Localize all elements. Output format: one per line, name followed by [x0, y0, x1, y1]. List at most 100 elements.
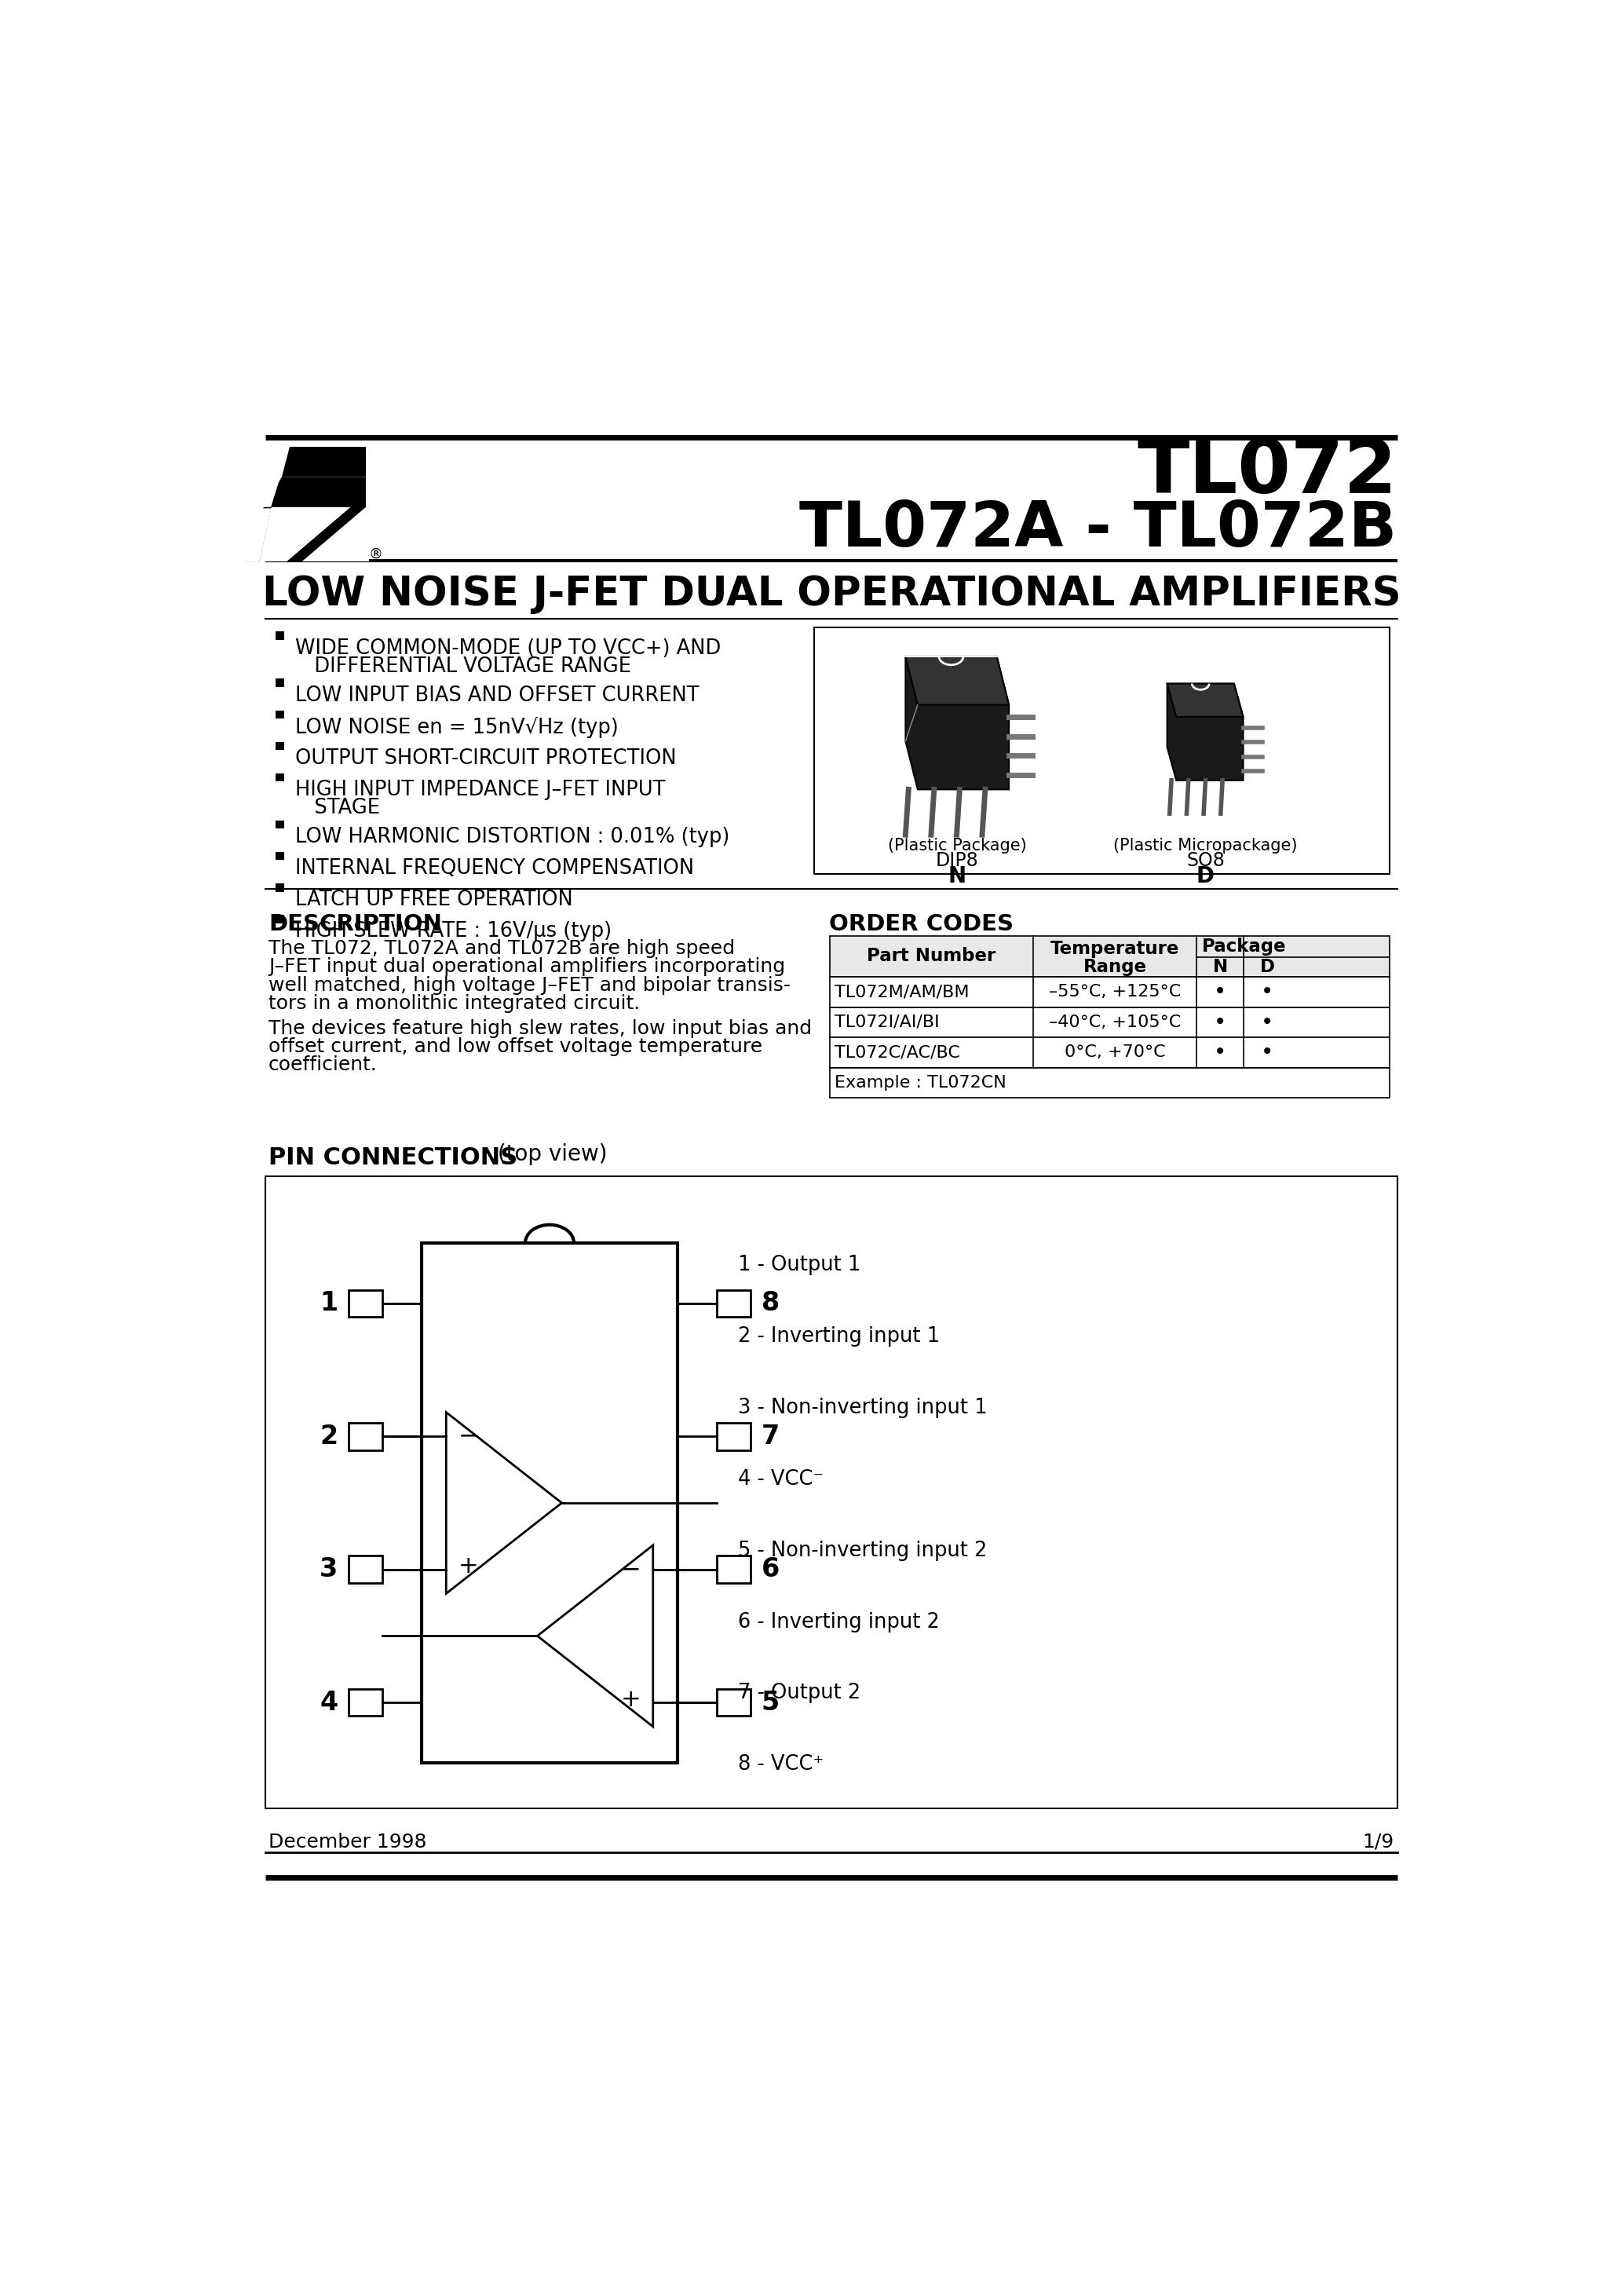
Text: LOW NOISE J-FET DUAL OPERATIONAL AMPLIFIERS: LOW NOISE J-FET DUAL OPERATIONAL AMPLIFI… [261, 574, 1401, 615]
Text: (Plastic Package): (Plastic Package) [887, 838, 1027, 854]
Bar [717, 1557, 751, 1582]
Text: Package: Package [1202, 937, 1286, 955]
Bar [829, 1068, 1388, 1097]
Text: D: D [1260, 957, 1275, 976]
Text: 5: 5 [761, 1690, 780, 1715]
Bar [349, 1557, 383, 1582]
Text: 5 - Non-inverting input 2: 5 - Non-inverting input 2 [738, 1541, 988, 1561]
Text: 7 - Output 2: 7 - Output 2 [738, 1683, 861, 1704]
Bar [717, 1690, 751, 1715]
Text: TL072M/AM/BM: TL072M/AM/BM [834, 985, 968, 999]
Text: tors in a monolithic integrated circuit.: tors in a monolithic integrated circuit. [269, 994, 641, 1013]
Polygon shape [905, 657, 1009, 705]
Polygon shape [282, 448, 367, 478]
Text: 6: 6 [761, 1557, 780, 1582]
Text: DIP8: DIP8 [936, 852, 978, 870]
Text: J–FET input dual operational amplifiers incorporating: J–FET input dual operational amplifiers … [269, 957, 785, 976]
Text: D: D [1197, 866, 1215, 886]
Bar [349, 1424, 383, 1451]
Text: +: + [621, 1688, 641, 1711]
Text: 3 - Non-inverting input 1: 3 - Non-inverting input 1 [738, 1398, 988, 1419]
Bar [263, 443, 368, 563]
Bar [276, 680, 284, 687]
Text: 1 - Output 1: 1 - Output 1 [738, 1256, 861, 1274]
Text: •: • [1213, 1042, 1226, 1063]
Text: DESCRIPTION: DESCRIPTION [269, 914, 441, 934]
Polygon shape [287, 448, 363, 475]
Text: •: • [1262, 1042, 1273, 1063]
Text: 2: 2 [320, 1424, 337, 1449]
Text: Part Number: Part Number [866, 948, 996, 964]
Bar [276, 774, 284, 781]
Text: TL072A - TL072B: TL072A - TL072B [800, 498, 1397, 560]
Text: +: + [459, 1554, 478, 1577]
Bar [349, 1290, 383, 1318]
Text: TL072: TL072 [1137, 436, 1397, 507]
Text: OUTPUT SHORT-CIRCUIT PROTECTION: OUTPUT SHORT-CIRCUIT PROTECTION [295, 748, 676, 769]
Text: LOW NOISE en = 15nV√Hz (typ): LOW NOISE en = 15nV√Hz (typ) [295, 716, 618, 737]
Bar [814, 627, 1388, 875]
Text: •: • [1213, 1010, 1226, 1033]
Polygon shape [263, 480, 279, 507]
Text: TL072I/AI/BI: TL072I/AI/BI [834, 1015, 939, 1031]
Bar [829, 1038, 1388, 1068]
Text: HIGH INPUT IMPEDANCE J–FET INPUT: HIGH INPUT IMPEDANCE J–FET INPUT [295, 781, 665, 801]
Text: N: N [949, 866, 967, 886]
Text: offset current, and low offset voltage temperature: offset current, and low offset voltage t… [269, 1038, 762, 1056]
Text: ORDER CODES: ORDER CODES [829, 914, 1014, 934]
Polygon shape [1168, 684, 1242, 716]
Text: LATCH UP FREE OPERATION: LATCH UP FREE OPERATION [295, 891, 573, 909]
Text: 2 - Inverting input 1: 2 - Inverting input 1 [738, 1327, 941, 1348]
Bar [422, 1242, 678, 1763]
Bar [829, 1008, 1388, 1038]
Bar [717, 1290, 751, 1318]
Text: WIDE COMMON-MODE (UP TO VCC+) AND: WIDE COMMON-MODE (UP TO VCC+) AND [295, 638, 720, 659]
Text: −: − [621, 1559, 641, 1582]
Text: 7: 7 [761, 1424, 780, 1449]
Text: well matched, high voltage J–FET and bipolar transis-: well matched, high voltage J–FET and bip… [269, 976, 790, 994]
Polygon shape [1168, 684, 1242, 781]
Bar [276, 631, 284, 641]
Text: LOW HARMONIC DISTORTION : 0.01% (typ): LOW HARMONIC DISTORTION : 0.01% (typ) [295, 827, 730, 847]
Text: •: • [1262, 980, 1273, 1003]
Text: •: • [1262, 1010, 1273, 1033]
Text: The devices feature high slew rates, low input bias and: The devices feature high slew rates, low… [269, 1019, 813, 1038]
Polygon shape [905, 657, 1009, 790]
Text: DIFFERENTIAL VOLTAGE RANGE: DIFFERENTIAL VOLTAGE RANGE [295, 657, 631, 677]
Bar [829, 937, 1388, 976]
Text: ®: ® [368, 546, 383, 563]
Bar [276, 884, 284, 891]
Text: LOW INPUT BIAS AND OFFSET CURRENT: LOW INPUT BIAS AND OFFSET CURRENT [295, 687, 699, 705]
Text: December 1998: December 1998 [269, 1832, 427, 1851]
Polygon shape [245, 507, 271, 563]
Text: HIGH SLEW RATE : 16V/μs (typ): HIGH SLEW RATE : 16V/μs (typ) [295, 921, 611, 941]
Bar [276, 820, 284, 829]
Bar [829, 976, 1388, 1008]
Text: (Plastic Micropackage): (Plastic Micropackage) [1113, 838, 1298, 854]
Text: 1/9: 1/9 [1362, 1832, 1393, 1851]
Text: 0°C, +70°C: 0°C, +70°C [1064, 1045, 1165, 1061]
Text: STAGE: STAGE [295, 799, 380, 817]
Text: 4 - VCC⁻: 4 - VCC⁻ [738, 1469, 824, 1490]
Bar [276, 914, 284, 923]
Polygon shape [245, 478, 367, 563]
Bar [717, 1424, 751, 1451]
Bar [829, 937, 1388, 976]
Text: The TL072, TL072A and TL072B are high speed: The TL072, TL072A and TL072B are high sp… [269, 939, 735, 957]
Text: –55°C, +125°C: –55°C, +125°C [1049, 985, 1181, 999]
Text: (top view): (top view) [490, 1143, 607, 1164]
Text: −: − [459, 1426, 478, 1449]
Text: N: N [1213, 957, 1228, 976]
Text: PIN CONNECTIONS: PIN CONNECTIONS [269, 1146, 517, 1169]
Text: 4: 4 [320, 1690, 337, 1715]
Bar [349, 1690, 383, 1715]
Text: 1: 1 [320, 1290, 337, 1316]
Text: INTERNAL FREQUENCY COMPENSATION: INTERNAL FREQUENCY COMPENSATION [295, 859, 694, 879]
Text: Temperature: Temperature [1051, 939, 1179, 957]
Text: 3: 3 [320, 1557, 337, 1582]
Text: Example : TL072CN: Example : TL072CN [834, 1075, 1006, 1091]
Text: coefficient.: coefficient. [269, 1056, 378, 1075]
Polygon shape [537, 1545, 654, 1727]
Bar [276, 852, 284, 861]
Text: •: • [1213, 980, 1226, 1003]
